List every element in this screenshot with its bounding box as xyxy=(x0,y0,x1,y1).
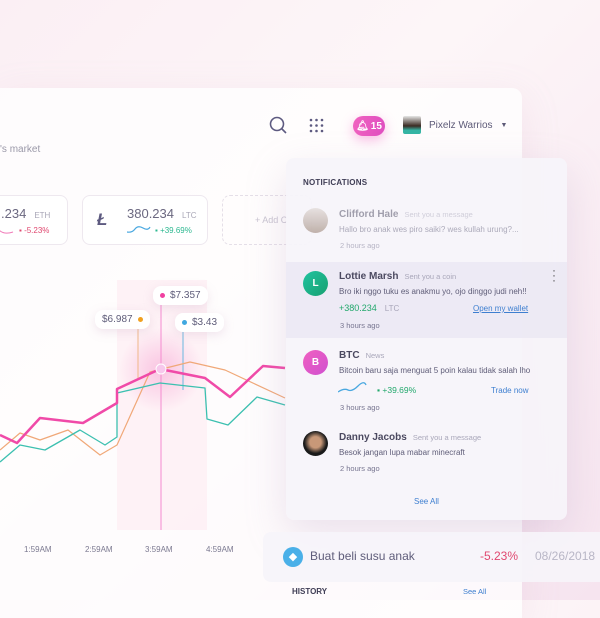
transaction-title: Buat beli susu anak xyxy=(310,549,415,563)
notifications-title: NOTIFICATIONS xyxy=(303,178,368,187)
notification-time: 2 hours ago xyxy=(340,464,380,473)
see-all-history-link[interactable]: See All xyxy=(463,587,487,596)
coin-card-ltc[interactable]: Ł 380.234 LTC ▪ +39.69% xyxy=(82,195,208,245)
user-menu[interactable]: Pixelz Warrios ▼ xyxy=(403,116,507,134)
more-options-icon[interactable]: · · · xyxy=(552,263,556,287)
avatar xyxy=(303,208,328,233)
notification-message: Bro iki nggo tuku es anakmu yo, ojo ding… xyxy=(339,287,527,296)
trade-now-link[interactable]: Trade now xyxy=(491,386,529,395)
coin-card-eth[interactable]: .234 ETH ▪ -5.23% xyxy=(0,195,68,245)
notification-message: Hallo bro anak wes piro saiki? wes kulla… xyxy=(339,225,519,234)
coin-symbol: ETH xyxy=(34,211,51,220)
search-icon[interactable] xyxy=(269,116,287,134)
notifications-panel: NOTIFICATIONS Clifford Hale Sent you a me… xyxy=(286,158,567,520)
litecoin-icon: Ł xyxy=(97,210,108,229)
coin-amount: +380.234 LTC xyxy=(339,303,400,313)
notification-time: 2 hours ago xyxy=(340,241,380,250)
chevron-down-icon: ▼ xyxy=(500,121,508,129)
transaction-row[interactable]: ◆ Buat beli susu anak -5.23% 08/26/2018 xyxy=(263,532,600,582)
coin-change: ▪ +39.69% xyxy=(377,385,417,395)
coin-value: 380.234 xyxy=(127,206,174,221)
notification-message: Bitcoin baru saja menguat 5 poin kalau t… xyxy=(339,366,531,375)
sparkline-icon xyxy=(127,226,151,233)
coin-symbol: LTC xyxy=(182,211,197,220)
history-title: HISTORY xyxy=(292,587,328,596)
price-chart xyxy=(0,280,286,530)
transaction-date: 08/26/2018 xyxy=(535,549,596,563)
see-all-notifications-link[interactable]: See All xyxy=(414,497,439,506)
avatar xyxy=(303,431,328,456)
x-axis-label: 4:59AM xyxy=(206,545,234,554)
coin-value: .234 xyxy=(1,206,27,221)
page-subtitle: 's market xyxy=(0,144,41,155)
transaction-change: -5.23% xyxy=(480,549,519,563)
avatar xyxy=(403,116,421,134)
notifications-button[interactable]: 🔔︎ 15 xyxy=(353,116,385,136)
notification-item[interactable]: Clifford Hale Sent you a message Hallo br… xyxy=(286,206,567,262)
notification-item[interactable]: B BTC News Bitcoin baru saja menguat 5 po… xyxy=(286,346,567,421)
sparkline-icon xyxy=(0,230,14,234)
user-name: Pixelz Warrios xyxy=(429,119,493,131)
tooltip-blue: $3.43 xyxy=(175,313,225,332)
chart-line-pink xyxy=(0,364,286,445)
ethereum-icon: ◆ xyxy=(283,547,303,567)
avatar: L xyxy=(303,271,328,296)
crosshair-point[interactable] xyxy=(155,363,167,375)
sparkline-icon xyxy=(338,382,367,393)
coin-change: ▪ -5.23% xyxy=(19,226,50,235)
notification-message: Besok jangan lupa mabar minecraft xyxy=(339,448,465,457)
avatar: B xyxy=(303,350,328,375)
notification-count: 15 xyxy=(370,120,382,132)
notification-time: 3 hours ago xyxy=(340,403,380,412)
notification-item[interactable]: Danny Jacobs Sent you a message Besok jan… xyxy=(286,430,567,480)
apps-grid-icon[interactable] xyxy=(309,118,324,133)
notification-item[interactable]: L Lottie Marsh Sent you a coin · · · Bro ik… xyxy=(286,262,567,338)
tooltip-pink: $7.357 xyxy=(153,286,208,305)
open-wallet-link[interactable]: Open my wallet xyxy=(473,304,529,313)
coin-change: ▪ +39.69% xyxy=(155,226,192,235)
bell-icon: 🔔︎ xyxy=(356,120,369,132)
x-axis-label: 2:59AM xyxy=(85,545,113,554)
tooltip-orange: $6.987 xyxy=(95,310,150,329)
chart-line-orange xyxy=(0,361,286,456)
x-axis-label: 3:59AM xyxy=(145,545,173,554)
notification-time: 3 hours ago xyxy=(340,321,380,330)
x-axis-label: 1:59AM xyxy=(24,545,52,554)
